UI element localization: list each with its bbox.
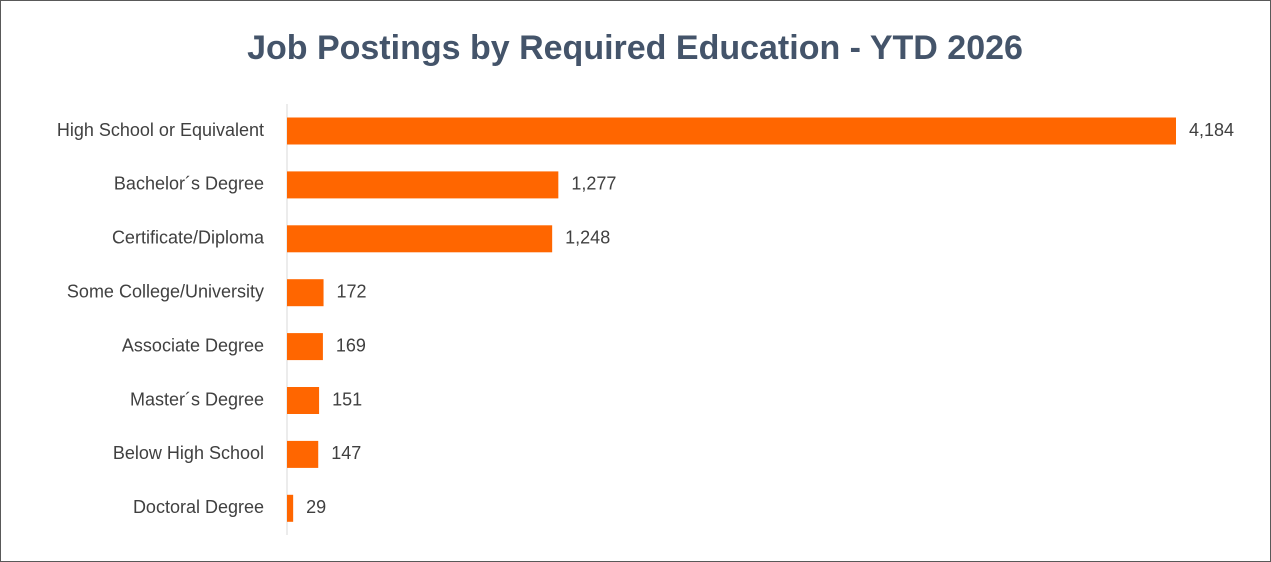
chart-title: Job Postings by Required Education - YTD…	[247, 29, 1023, 67]
data-label: 29	[306, 497, 326, 517]
category-label: Master´s Degree	[130, 389, 264, 409]
bar	[287, 440, 319, 468]
category-label: Certificate/Diploma	[112, 228, 265, 248]
category-label: Below High School	[113, 443, 264, 463]
data-label: 4,184	[1189, 120, 1234, 140]
bar	[287, 279, 324, 307]
bar	[287, 494, 294, 522]
category-label: Bachelor´s Degree	[114, 174, 264, 194]
bar	[287, 117, 1176, 145]
bar	[287, 387, 320, 414]
data-label: 169	[336, 335, 366, 355]
data-label: 1,277	[571, 174, 616, 194]
bar	[287, 333, 323, 361]
category-label: Associate Degree	[122, 335, 264, 355]
data-label: 1,248	[565, 228, 610, 248]
data-label: 147	[331, 443, 361, 463]
category-label: Doctoral Degree	[133, 497, 264, 517]
category-label: Some College/University	[67, 281, 264, 301]
data-label: 151	[332, 389, 362, 409]
bar	[287, 225, 553, 253]
category-label: High School or Equivalent	[57, 120, 264, 140]
bar	[287, 171, 559, 199]
data-label: 172	[337, 281, 367, 301]
